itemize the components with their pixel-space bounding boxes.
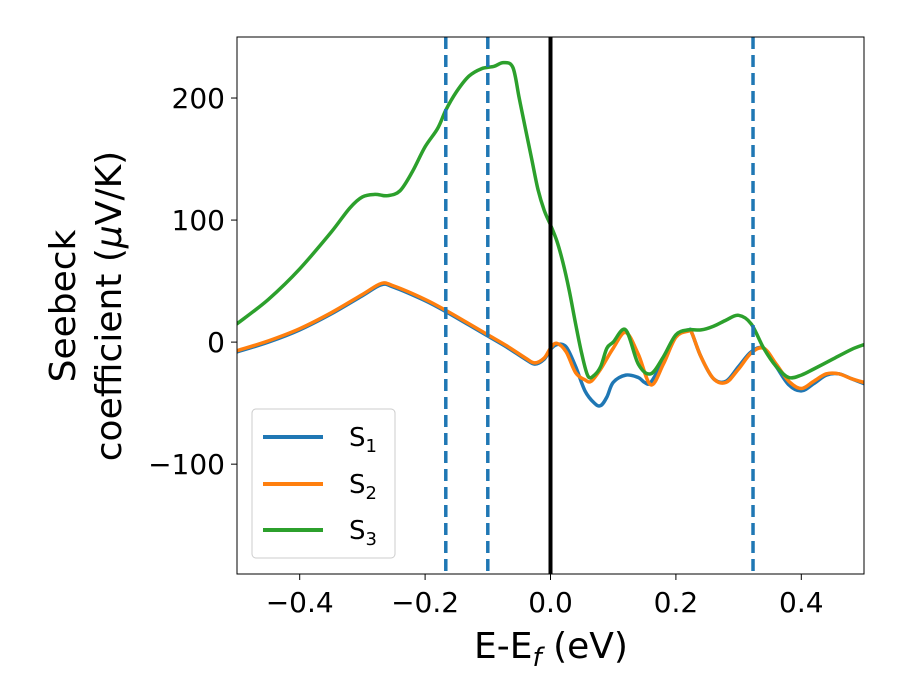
plot-area	[237, 37, 864, 574]
y-tick-label: 100	[172, 204, 225, 237]
series-line-s3	[237, 60, 864, 380]
x-axis-label: E-Ef (eV)	[474, 626, 628, 673]
legend-label-s1-sub: 1	[366, 436, 377, 457]
legend-label-s1: S1	[349, 423, 377, 457]
x-tick-label: 0.0	[528, 586, 573, 619]
y-axis-label: Seebeck coefficient (μV/K)	[43, 151, 130, 461]
y-tick-label: −100	[148, 448, 225, 481]
legend: S1 S2 S3	[251, 408, 396, 559]
x-tick-label: −0.2	[391, 586, 459, 619]
legend-label-s2-main: S	[349, 470, 366, 500]
legend-box	[251, 408, 396, 559]
x-axis-label-unit: (eV)	[542, 626, 628, 667]
y-axis-label-line2: coefficient (μV/K)	[89, 151, 130, 461]
y-axis-label-line1: Seebeck	[43, 229, 84, 382]
y-axis-label-prefix: coefficient (	[89, 248, 130, 461]
x-axis-label-main: E-E	[474, 626, 532, 667]
x-tick-label: 0.2	[654, 586, 699, 619]
legend-label-s2: S2	[349, 470, 377, 504]
x-tick-label: 0.4	[779, 586, 824, 619]
plot-content	[237, 37, 864, 574]
y-tick-label: 0	[207, 326, 225, 359]
legend-label-s3: S3	[349, 516, 377, 550]
legend-entry-s1: S1	[263, 423, 377, 457]
y-tick-label: 200	[172, 82, 225, 115]
legend-entry-s2: S2	[263, 470, 377, 504]
x-axis-ticks: −0.4 −0.2 0.0 0.2 0.4	[266, 574, 824, 619]
legend-label-s3-main: S	[349, 516, 366, 546]
legend-label-s1-main: S	[349, 423, 366, 453]
legend-label-s2-sub: 2	[366, 483, 377, 504]
y-axis-ticks: −100 0 100 200	[148, 82, 237, 481]
y-axis-label-suffix: V/K)	[89, 151, 130, 225]
y-axis-label-mu: μ	[89, 225, 130, 249]
legend-label-s3-sub: 3	[366, 529, 377, 550]
legend-entry-s3: S3	[263, 516, 377, 550]
x-tick-label: −0.4	[266, 586, 334, 619]
